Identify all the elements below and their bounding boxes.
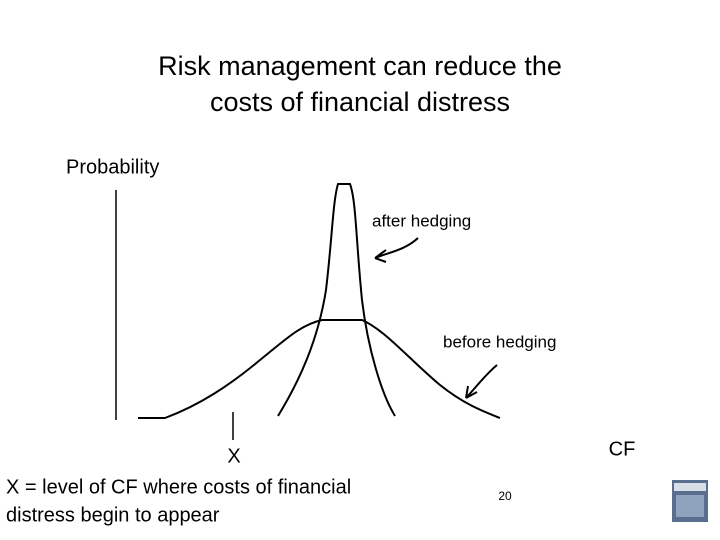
after-hedging-curve <box>277 183 396 417</box>
title-line: Risk management can reduce the <box>158 51 562 81</box>
book-logo <box>672 480 708 522</box>
title-line: costs of financial distress <box>210 87 510 117</box>
note-line: X = level of CF where costs of financial <box>6 476 351 498</box>
x-marker-label: X <box>227 445 240 467</box>
note-line: distress begin to appear <box>6 504 220 526</box>
curve-label: after hedging <box>372 211 471 230</box>
y-axis-label: Probability <box>66 156 159 178</box>
x-axis-label: CF <box>609 438 636 460</box>
curve-label: before hedging <box>443 332 556 351</box>
arrow <box>465 364 498 399</box>
before-hedging-curve <box>138 319 501 419</box>
arrow <box>374 237 419 263</box>
page-number: 20 <box>498 489 512 503</box>
